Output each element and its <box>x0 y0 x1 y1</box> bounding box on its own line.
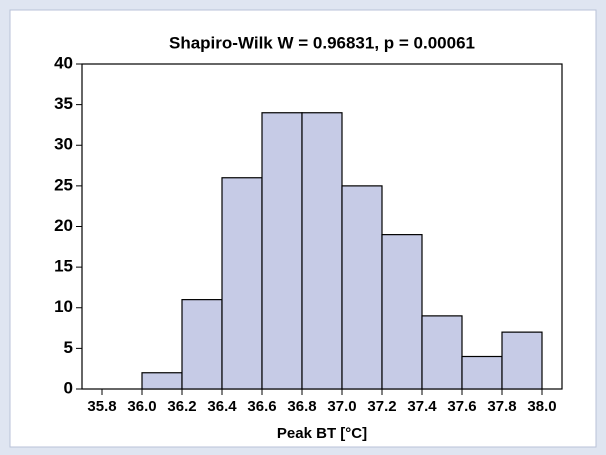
x-tick-label: 36.6 <box>247 398 276 415</box>
y-tick-label: 15 <box>54 257 73 276</box>
bar <box>181 299 223 390</box>
x-tick-label: 36.8 <box>287 398 316 415</box>
bar <box>381 234 423 390</box>
y-tick-label: 10 <box>54 297 73 316</box>
y-tick-label: 0 <box>64 378 73 397</box>
chart-title: Shapiro-Wilk W = 0.96831, p = 0.00061 <box>169 33 475 52</box>
x-tick-label: 36.4 <box>207 398 237 415</box>
y-tick-label: 20 <box>54 216 73 235</box>
bar <box>141 372 183 390</box>
x-axis-label: Peak BT [°C] <box>277 425 367 442</box>
x-tick-label: 37.0 <box>327 398 356 415</box>
y-tick-label: 40 <box>54 53 73 72</box>
x-tick-label: 36.2 <box>167 398 196 415</box>
bar <box>261 112 303 390</box>
bar <box>461 355 503 390</box>
bar <box>501 331 543 390</box>
y-tick-label: 35 <box>54 94 73 113</box>
bar <box>301 112 343 390</box>
x-tick-label: 37.4 <box>407 398 437 415</box>
x-tick-label: 37.2 <box>367 398 396 415</box>
x-tick-label: 36.0 <box>127 398 156 415</box>
bar <box>341 185 383 390</box>
bar <box>221 177 263 390</box>
x-tick-label: 37.8 <box>487 398 516 415</box>
x-tick-label: 38.0 <box>527 398 556 415</box>
y-tick-label: 25 <box>54 175 73 194</box>
y-tick-label: 30 <box>54 135 73 154</box>
y-tick-label: 5 <box>64 338 73 357</box>
x-tick-label: 35.8 <box>87 398 116 415</box>
x-tick-label: 37.6 <box>447 398 476 415</box>
bar <box>421 315 463 390</box>
